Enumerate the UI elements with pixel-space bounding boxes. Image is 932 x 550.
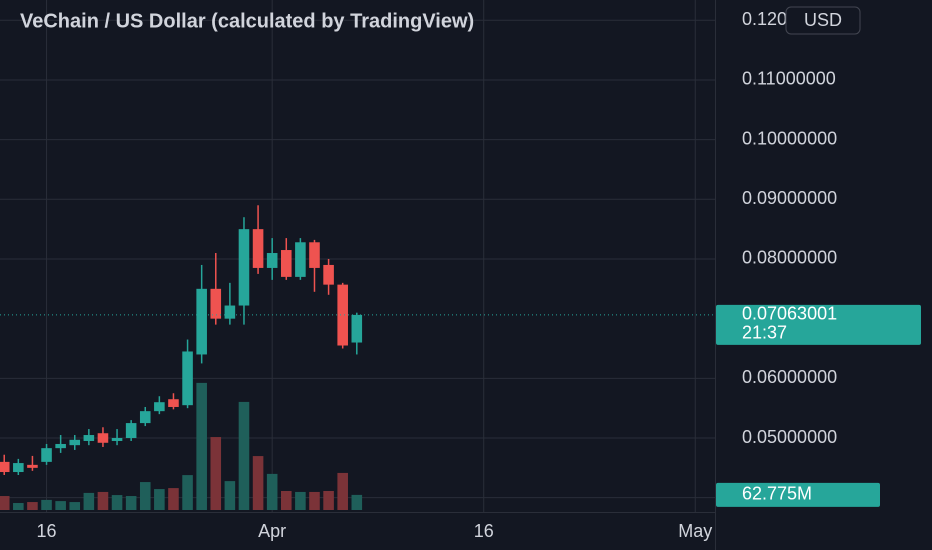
candles [0, 205, 715, 476]
candle-body [55, 443, 66, 449]
volume-bar [13, 503, 24, 510]
candle-body [351, 314, 363, 343]
volume-bar [69, 502, 81, 510]
volume-bar [224, 481, 236, 510]
y-tick-label: 0.11000000 [742, 69, 836, 89]
candle-body [0, 461, 10, 473]
volume-bar [280, 490, 292, 510]
volume-bar [337, 472, 348, 510]
volume-bar [295, 491, 306, 510]
volume-bar [154, 489, 165, 510]
volume-bar [266, 473, 278, 510]
candle-body [83, 435, 95, 441]
chart-title: VeChain / US Dollar (calculated by Tradi… [20, 10, 474, 32]
volume-bar [309, 491, 320, 510]
candle-body [111, 438, 123, 441]
last-price-box [716, 304, 921, 345]
y-tick-label: 0.06000000 [742, 367, 837, 387]
candle-body [323, 264, 334, 285]
countdown-label: 21:37 [742, 323, 787, 343]
currency-button-label[interactable]: USD [804, 10, 842, 30]
candle-body [196, 288, 207, 355]
x-tick-label: 16 [474, 521, 494, 541]
candle-body [168, 399, 179, 407]
volume-bar [27, 502, 38, 510]
currency-button-box[interactable] [785, 6, 861, 35]
volume-bar [238, 401, 250, 510]
volume-bar [41, 499, 52, 510]
volume-bar [139, 482, 151, 510]
candle-body [97, 433, 109, 443]
candle-body [69, 439, 81, 446]
volume-bar [168, 488, 179, 510]
y-tick-label: 0.09000000 [742, 188, 837, 208]
candle-body [295, 242, 306, 277]
x-tick-label: 16 [37, 521, 57, 541]
volume-bar [182, 475, 193, 510]
candle-body [154, 402, 165, 412]
volume-pane [0, 382, 363, 510]
volume-bar [83, 492, 95, 510]
candle-body [139, 411, 151, 424]
volume-bar [0, 496, 10, 510]
volume-bar [55, 501, 66, 510]
y-tick-label: 0.08000000 [742, 248, 837, 268]
candle-body [252, 229, 264, 268]
volume-bar [196, 382, 207, 510]
volume-bar [97, 491, 109, 510]
volume-bar [210, 437, 222, 510]
volume-bar [111, 495, 123, 510]
volume-bar [252, 456, 264, 510]
volume-label: 62.775M [742, 484, 812, 504]
x-tick-label: May [678, 521, 712, 541]
candle-body [125, 423, 137, 439]
candle-body [41, 448, 52, 462]
candle-body [309, 242, 320, 268]
last-price-label: 0.07063001 [742, 304, 837, 324]
candle-body [224, 305, 236, 319]
y-tick-label: 0.05000000 [742, 427, 837, 447]
price-axis: 0.040000000.050000000.060000000.08000000… [742, 9, 837, 506]
candle-body [337, 284, 348, 346]
candle-body [210, 288, 222, 319]
y-tick-label: 0.10000000 [742, 128, 837, 148]
currency-button[interactable]: USD [785, 6, 861, 35]
candle-body [238, 229, 250, 306]
candle-body [280, 250, 292, 277]
volume-bar [125, 496, 137, 510]
volume-label-box [716, 482, 880, 507]
x-tick-label: Apr [258, 521, 286, 541]
candle-body [27, 464, 38, 468]
candle-body [182, 351, 193, 406]
candle-body [266, 253, 278, 268]
candle-body [13, 463, 24, 473]
volume-bar [323, 490, 334, 510]
time-axis: 16 Apr 16 May [37, 521, 713, 541]
volume-bar [351, 494, 363, 510]
